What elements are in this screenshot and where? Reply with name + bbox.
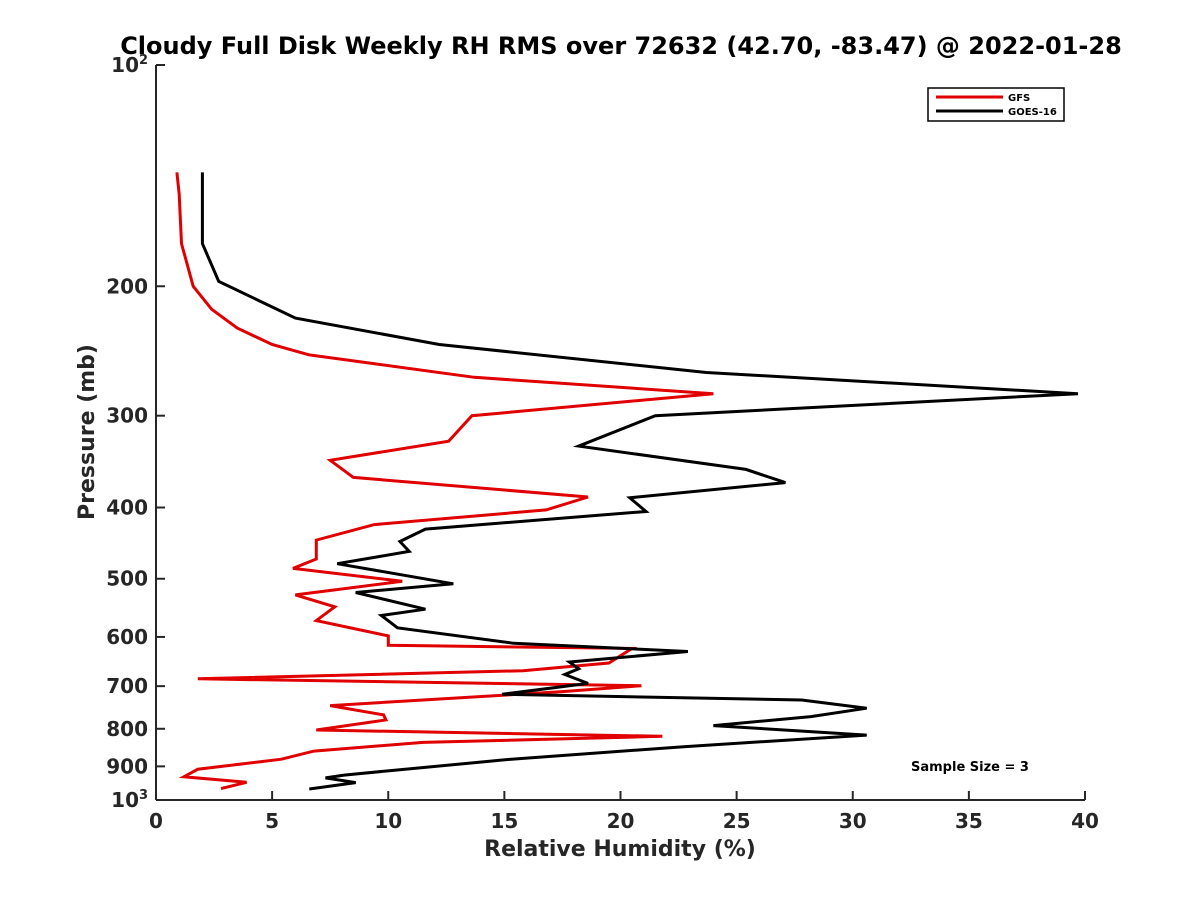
y-tick-label: 700 (106, 674, 148, 698)
legend-label-goes16: GOES-16 (1008, 107, 1057, 118)
y-tick-exponent: 2 (139, 53, 148, 68)
sample-size-annotation: Sample Size = 3 (911, 760, 1029, 775)
x-tick-label: 25 (723, 809, 751, 833)
y-tick-label: 300 (106, 404, 148, 428)
y-tick-label: 800 (106, 717, 148, 741)
series-layer (175, 172, 1079, 791)
y-tick-label: 900 (106, 754, 148, 778)
y-tick-label: 500 (106, 567, 148, 591)
x-tick-label: 5 (265, 809, 279, 833)
x-tick-label: 0 (149, 809, 163, 833)
legend-label-gfs: GFS (1008, 93, 1030, 104)
chart-title: Cloudy Full Disk Weekly RH RMS over 7263… (120, 32, 1122, 60)
y-tick-label: 10 (111, 53, 139, 77)
x-tick-label: 30 (839, 809, 867, 833)
x-tick-label: 35 (955, 809, 983, 833)
series-line-goes16 (200, 172, 1079, 791)
y-tick-label: 10 (111, 788, 139, 812)
y-tick-exponent: 3 (139, 788, 148, 803)
y-tick-label: 200 (106, 274, 148, 298)
x-ticks: 0 5 10 15 20 25 30 35 40 (149, 791, 1099, 833)
y-axis-label: Pressure (mb) (75, 344, 100, 520)
x-tick-label: 40 (1071, 809, 1099, 833)
x-tick-label: 15 (490, 809, 518, 833)
x-axis-label: Relative Humidity (%) (484, 837, 756, 862)
legend: GFS GOES-16 (927, 87, 1065, 122)
x-tick-label: 20 (607, 809, 635, 833)
y-tick-label: 400 (106, 496, 148, 520)
series-line-gfs (175, 172, 714, 791)
legend-box (927, 87, 1065, 122)
x-tick-label: 10 (374, 809, 402, 833)
y-tick-label: 600 (106, 625, 148, 649)
